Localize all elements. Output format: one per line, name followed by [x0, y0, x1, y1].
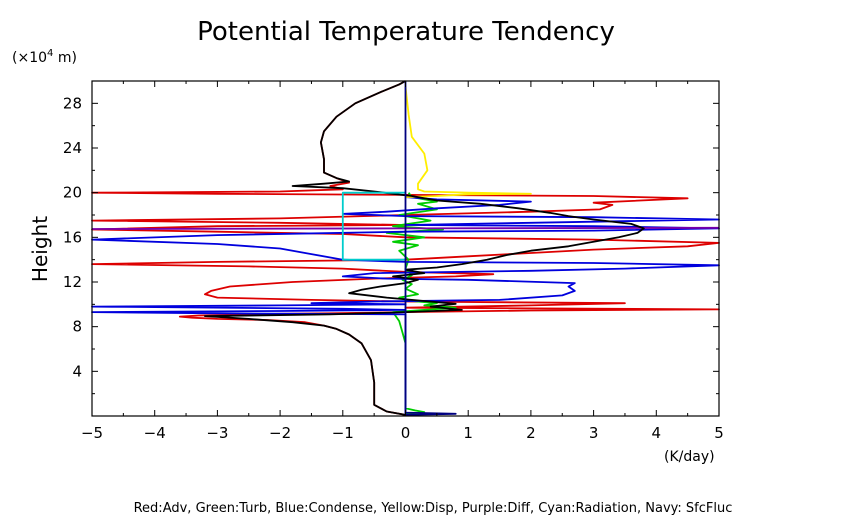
y-tick-label: 4 [72, 362, 82, 380]
x-tick-label: −2 [269, 424, 291, 442]
series-turb-line [385, 192, 457, 415]
series-layer [91, 80, 720, 416]
y-tick-label: 20 [63, 184, 82, 202]
x-tick-label: −3 [206, 424, 228, 442]
x-tick-label: 1 [463, 424, 473, 442]
y-axis-label: Height [28, 216, 52, 282]
series-sfcfluc-line [404, 81, 457, 416]
y-unit-label: (×104 m) [12, 48, 77, 66]
x-tick-label: 2 [526, 424, 536, 442]
x-tick-label: 4 [652, 424, 662, 442]
y-tick-label: 24 [63, 139, 82, 157]
x-tick-label: −4 [144, 424, 166, 442]
x-tick-label: −5 [81, 424, 103, 442]
y-tick-label: 28 [63, 94, 82, 112]
series-radiation-line [341, 191, 406, 261]
series-total-line [204, 80, 645, 416]
x-tick-label: 0 [401, 424, 411, 442]
chart-title: Potential Temperature Tendency [197, 17, 615, 47]
x-tick-label: 3 [589, 424, 599, 442]
legend-caption: Red:Adv, Green:Turb, Blue:Condense, Yell… [134, 501, 733, 516]
x-unit-label: (K/day) [664, 449, 715, 465]
y-tick-label: 16 [63, 228, 82, 246]
series-condense-line [91, 196, 720, 416]
x-tick-label: −1 [332, 424, 354, 442]
y-tick-label: 8 [72, 318, 82, 336]
series-disp-line [404, 86, 532, 198]
x-tick-label: 5 [714, 424, 724, 442]
y-tick-label: 12 [63, 273, 82, 291]
series-adv-line [91, 80, 720, 416]
